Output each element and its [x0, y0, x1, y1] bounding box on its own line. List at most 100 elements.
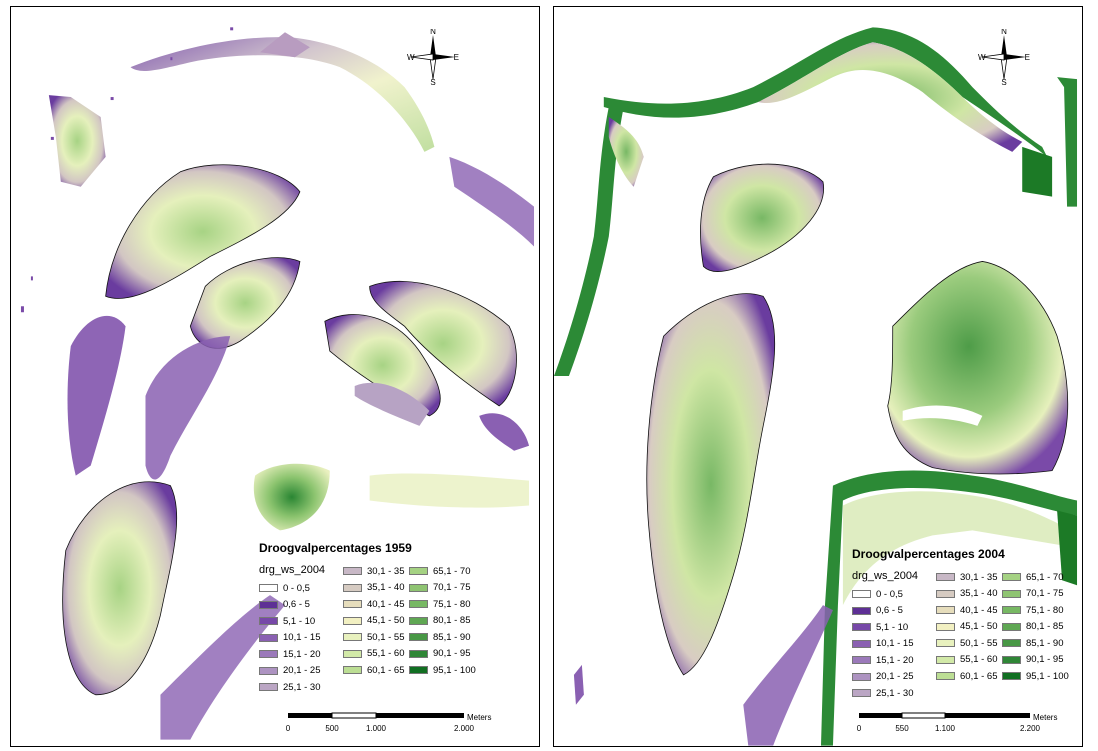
legend-1959: Droogvalpercentages 1959 drg_ws_2004 0 -… — [259, 541, 529, 696]
map-panel-1959: N S W E Droogvalpercentages 1959 drg_ws_… — [10, 6, 540, 747]
legend-swatch — [343, 666, 362, 675]
scale-bar-2004: 0 550 1.100 2.200 Meters — [857, 712, 1057, 733]
legend-column-2: 30,1 - 35 35,1 - 40 40,1 - 45 45,1 - 50 … — [936, 569, 1002, 702]
sandbank-north-arc — [758, 42, 1023, 152]
legend-swatch — [852, 639, 871, 648]
legend-column-3: 65,1 - 70 70,1 - 75 75,1 - 80 80,1 - 85 … — [1002, 569, 1082, 702]
legend-swatch — [343, 567, 362, 576]
legend-swatch — [1002, 639, 1021, 648]
legend-swatch — [409, 600, 428, 609]
legend-2004: Droogvalpercentages 2004 drg_ws_2004 0 -… — [852, 547, 1082, 702]
legend-field-name: drg_ws_2004 — [852, 570, 919, 582]
legend-swatch — [1002, 573, 1021, 582]
north-arrow-compass: N S W E — [978, 29, 1030, 85]
legend-swatch — [936, 672, 955, 681]
legend-column-1: drg_ws_2004 0 - 0,5 0,6 - 5 5,1 - 10 10,… — [259, 563, 343, 696]
legend-swatch — [343, 583, 362, 592]
dike-north — [603, 27, 1048, 157]
harbour-northeast — [1022, 146, 1053, 197]
scale-tick-label: 2.200 — [1020, 724, 1041, 733]
sandbank-center-b — [145, 336, 231, 480]
legend-swatch — [259, 633, 278, 642]
legend-item: 55,1 - 60 — [343, 646, 409, 663]
legend-item: 80,1 - 85 — [409, 613, 499, 630]
north-arrow-compass: N S W E — [407, 29, 459, 85]
dike-southeast — [820, 470, 1078, 746]
legend-swatch — [409, 583, 428, 592]
legend-swatch — [936, 655, 955, 664]
scale-tick-label: 0 — [286, 724, 291, 733]
legend-swatch — [936, 639, 955, 648]
sandbank-east-a — [369, 280, 517, 407]
legend-item: 70,1 - 75 — [1002, 586, 1082, 603]
legend-swatch — [259, 683, 278, 692]
scale-segment — [288, 713, 332, 718]
legend-swatch — [259, 617, 278, 626]
legend-swatch — [259, 600, 278, 609]
legend-swatch — [936, 606, 955, 615]
legend-swatch — [852, 672, 871, 681]
legend-field-name: drg_ws_2004 — [259, 564, 326, 576]
legend-item: 40,1 - 45 — [936, 602, 1002, 619]
sandbank-southwest-dot — [573, 664, 584, 705]
legend-item: 15,1 - 20 — [259, 646, 343, 663]
legend-swatch — [852, 656, 871, 665]
legend-item: 80,1 - 85 — [1002, 619, 1082, 636]
legend-swatch — [936, 589, 955, 598]
sandbank-center-south — [253, 463, 330, 531]
sandbank-south-strip — [743, 605, 833, 746]
compass-w-label: W — [407, 53, 415, 62]
legend-item: 60,1 - 65 — [936, 668, 1002, 685]
legend-swatch — [259, 666, 278, 675]
legend-item: 0 - 0,5 — [259, 580, 343, 597]
legend-swatch — [852, 590, 871, 599]
scale-segment — [901, 712, 946, 719]
legend-item: 40,1 - 45 — [343, 596, 409, 613]
legend-item: 75,1 - 80 — [409, 596, 499, 613]
legend-item: 65,1 - 70 — [409, 563, 499, 580]
scale-unit-label: Meters — [467, 713, 491, 722]
legend-column-3: 65,1 - 70 70,1 - 75 75,1 - 80 80,1 - 85 … — [409, 563, 499, 696]
sandbank-southwest — [62, 481, 178, 696]
dike-east-edge — [1057, 510, 1078, 586]
legend-swatch — [1002, 655, 1021, 664]
legend-item: 60,1 - 65 — [343, 662, 409, 679]
legend-swatch — [409, 616, 428, 625]
legend-swatch — [343, 600, 362, 609]
shore-west — [608, 116, 644, 187]
legend-item: 90,1 - 95 — [1002, 652, 1082, 669]
legend-item: 55,1 - 60 — [936, 652, 1002, 669]
legend-item: 35,1 - 40 — [936, 586, 1002, 603]
sandbank-top-right — [449, 156, 535, 247]
sandbank-south-strip — [160, 595, 285, 740]
map-title-2004: Droogvalpercentages 2004 — [852, 547, 1005, 561]
map-title-1959: Droogvalpercentages 1959 — [259, 541, 412, 555]
map-panel-2004: N S W E Droogvalpercentages 2004 drg_ws_… — [553, 6, 1083, 747]
scale-tick-label: 1.100 — [935, 724, 956, 733]
scale-tick-label: 500 — [325, 724, 339, 733]
legend-swatch — [343, 616, 362, 625]
legend-item: 0,6 - 5 — [852, 603, 936, 620]
legend-item: 70,1 - 75 — [409, 580, 499, 597]
channel-east — [902, 405, 983, 426]
legend-item: 15,1 - 20 — [852, 652, 936, 669]
compass-n-label: N — [1001, 29, 1007, 36]
scale-segment — [859, 713, 902, 718]
scale-segment — [376, 713, 464, 718]
scale-segment — [945, 713, 1030, 718]
sandbank-east-b — [324, 314, 441, 417]
sandbank-corner-nw — [48, 95, 106, 187]
legend-swatch — [1002, 589, 1021, 598]
legend-item: 50,1 - 55 — [343, 629, 409, 646]
sandbank-diagonal — [105, 164, 301, 299]
legend-item: 45,1 - 50 — [936, 619, 1002, 636]
legend-item: 75,1 - 80 — [1002, 602, 1082, 619]
map-canvas-1959 — [20, 27, 535, 740]
sandbank-east-large — [887, 261, 1069, 475]
legend-item: 30,1 - 35 — [936, 569, 1002, 586]
legend-swatch — [1002, 622, 1021, 631]
legend-swatch — [936, 573, 955, 582]
legend-swatch — [852, 623, 871, 632]
scale-bar-1959: 0 500 1.000 2.000 Meters — [286, 712, 491, 733]
compass-s-label: S — [1001, 78, 1006, 85]
